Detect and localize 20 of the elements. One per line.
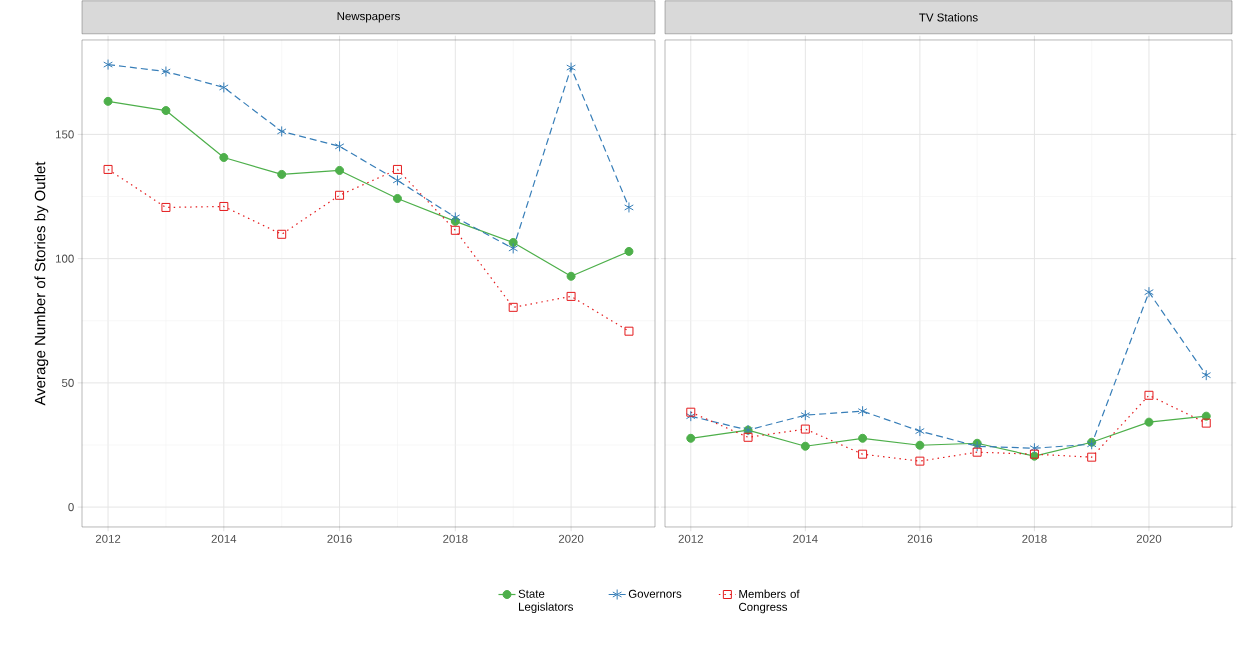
- x-tick-label: 2020: [558, 534, 584, 543]
- y-axis-title: Average Number of Stories by Outlet: [34, 161, 49, 406]
- x-tick-label: 2020: [1136, 534, 1162, 543]
- x-tick-label: 2016: [327, 534, 352, 543]
- chart-title: TV Stations: [919, 13, 978, 22]
- legend-label: Members of Congress: [739, 589, 800, 614]
- x-tick-label: 2016: [907, 534, 933, 543]
- chart-title: Newspapers: [337, 12, 400, 23]
- y-tick-label: 150: [56, 130, 74, 139]
- legend-label: State Legislators: [518, 589, 574, 614]
- x-tick-label: 2012: [678, 534, 703, 543]
- x-tick-label: 2012: [95, 534, 121, 543]
- x-tick-label: 2014: [793, 534, 818, 543]
- legend-label: Governors: [628, 589, 682, 598]
- y-tick-label: 50: [61, 378, 74, 387]
- x-tick-label: 2014: [211, 534, 237, 543]
- x-tick-label: 2018: [1022, 534, 1047, 543]
- y-tick-label: 100: [56, 254, 74, 263]
- y-tick-label: 0: [68, 503, 74, 512]
- x-tick-label: 2018: [443, 534, 468, 543]
